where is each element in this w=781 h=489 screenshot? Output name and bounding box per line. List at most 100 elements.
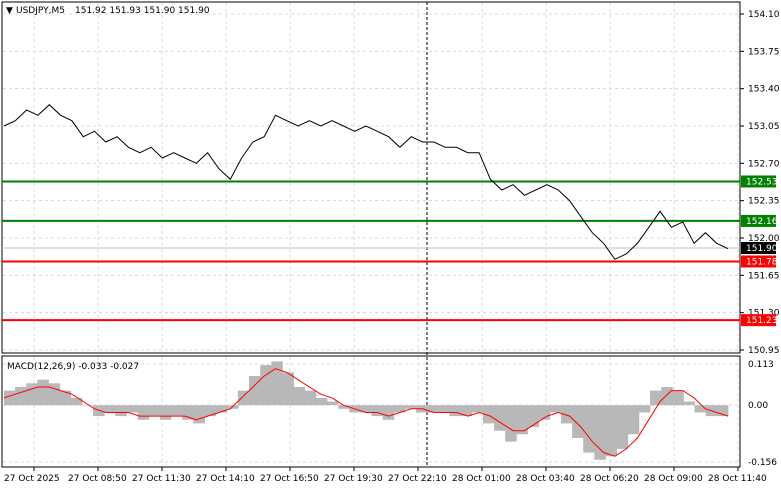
macd-histogram-bar xyxy=(293,387,306,406)
macd-histogram-bar xyxy=(26,383,38,406)
level-tag-label: 151.23 xyxy=(746,316,778,326)
time-tick-label: 27 Oct 19:30 xyxy=(324,474,383,484)
macd-histogram-bar xyxy=(271,361,283,406)
macd-histogram-bar xyxy=(315,397,328,406)
macd-histogram-bar xyxy=(338,405,350,409)
macd-histogram-bar xyxy=(260,365,272,406)
macd-histogram-bar xyxy=(427,405,439,413)
macd-histogram-bar xyxy=(716,405,729,417)
level-tag-bg xyxy=(741,175,776,188)
macd-tick-label: 0.113 xyxy=(748,360,774,370)
macd-histogram-bar xyxy=(538,405,551,420)
macd-histogram-bar xyxy=(549,405,562,413)
macd-histogram-bar xyxy=(59,390,72,406)
level-tag-bg xyxy=(741,214,776,227)
macd-histogram-bar xyxy=(594,405,606,460)
macd-histogram-bar xyxy=(171,405,183,417)
macd-histogram-bar xyxy=(638,405,651,413)
macd-histogram-bar xyxy=(494,405,506,431)
current-price-tag: 151.90 xyxy=(741,242,778,254)
macd-histogram-bar xyxy=(182,405,194,420)
macd-histogram-bar xyxy=(650,390,662,406)
level-tag-label: 152.53 xyxy=(746,177,778,187)
time-tick-label: 28 Oct 01:00 xyxy=(452,474,511,484)
price-grid xyxy=(3,3,739,352)
macd-histogram-bar xyxy=(282,372,294,406)
macd-histogram-bar xyxy=(449,405,461,417)
macd-histogram-bar xyxy=(304,390,317,406)
price-tick-label: 152.00 xyxy=(748,234,780,244)
level-tag-bg xyxy=(741,255,776,268)
macd-histogram-bar xyxy=(137,405,150,420)
time-tick-label: 28 Oct 03:40 xyxy=(516,474,575,484)
chart-header-arrow[interactable]: ▼ xyxy=(6,6,13,16)
price-series-line xyxy=(3,104,729,260)
symbol-label: USDJPY,M5 xyxy=(16,6,65,16)
macd-histogram-bar xyxy=(572,405,584,438)
time-tick-label: 28 Oct 09:00 xyxy=(644,474,703,484)
macd-histogram-bar xyxy=(193,405,205,424)
macd-histogram-bar xyxy=(148,405,161,417)
macd-tick-label: -0.156 xyxy=(748,458,777,468)
macd-tick-label: 0.00 xyxy=(748,401,768,411)
macd-histogram-bar xyxy=(527,405,539,428)
macd-histogram-bar xyxy=(505,405,517,442)
macd-histogram-bar xyxy=(70,397,83,406)
price-tick-label: 151.65 xyxy=(748,271,780,281)
time-tick-label: 28 Oct 11:40 xyxy=(708,474,767,484)
macd-histogram-bar xyxy=(371,405,384,417)
macd-histogram xyxy=(4,361,729,460)
macd-histogram-bar xyxy=(4,390,16,406)
macd-histogram-bar xyxy=(115,405,127,417)
macd-histogram-bar xyxy=(627,405,640,435)
price-axis: 154.10153.75153.40153.05152.70152.35152.… xyxy=(740,10,780,356)
price-tick-label: 153.40 xyxy=(748,85,780,95)
macd-histogram-bar xyxy=(204,405,216,417)
macd-histogram-bar xyxy=(327,401,339,406)
macd-histogram-bar xyxy=(393,405,406,413)
macd-signal-line xyxy=(3,368,729,457)
macd-histogram-bar xyxy=(249,376,261,406)
macd-histogram-bar xyxy=(405,405,417,409)
macd-histogram-bar xyxy=(683,401,695,406)
macd-label: MACD(12,26,9) -0.033 -0.027 xyxy=(7,362,139,372)
current-price-tag-bg xyxy=(741,242,776,254)
price-tick-label: 150.95 xyxy=(748,346,780,356)
macd-histogram-bar xyxy=(516,405,528,435)
macd-histogram-bar xyxy=(583,405,595,453)
price-tick-label: 151.30 xyxy=(748,309,780,319)
time-tick-label: 28 Oct 06:20 xyxy=(580,474,639,484)
macd-histogram-bar xyxy=(483,405,495,424)
time-tick-label: 27 Oct 2025 xyxy=(4,474,60,484)
price-tick-label: 152.35 xyxy=(748,197,780,207)
time-tick-label: 27 Oct 16:50 xyxy=(260,474,319,484)
level-tag-label: 151.78 xyxy=(746,257,778,267)
price-tick-label: 152.70 xyxy=(748,159,780,169)
macd-histogram-bar xyxy=(48,383,61,406)
macd-histogram-bar xyxy=(215,405,228,413)
time-tick-label: 27 Oct 14:10 xyxy=(196,474,255,484)
macd-histogram-bar xyxy=(616,405,629,449)
level-tag-label: 152.16 xyxy=(746,217,778,227)
current-price-tag-label: 151.90 xyxy=(746,244,778,254)
macd-histogram-bar xyxy=(360,405,372,413)
macd-histogram-bar xyxy=(661,387,673,406)
macd-histogram-bar xyxy=(694,405,707,413)
macd-histogram-bar xyxy=(605,405,617,457)
price-tick-label: 153.05 xyxy=(748,122,780,132)
time-tick-label: 27 Oct 11:30 xyxy=(132,474,191,484)
time-tick-label: 27 Oct 22:10 xyxy=(388,474,447,484)
macd-histogram-bar xyxy=(104,405,116,413)
time-tick-label: 27 Oct 08:50 xyxy=(68,474,127,484)
level-price-tags: 152.53 152.16 151.78 151.23 xyxy=(741,175,778,327)
macd-histogram-bar xyxy=(382,405,395,420)
level-tag-bg xyxy=(741,314,776,327)
price-panel[interactable] xyxy=(1,1,741,354)
macd-histogram-bar xyxy=(471,405,484,413)
macd-histogram-bar xyxy=(126,405,138,413)
ohlc-label: 151.92 151.93 151.90 151.90 xyxy=(75,6,210,16)
macd-histogram-bar xyxy=(82,405,94,406)
time-axis: 27 Oct 2025 27 Oct 08:50 27 Oct 11:30 27 Oc… xyxy=(4,467,767,484)
level-lines xyxy=(2,180,740,322)
